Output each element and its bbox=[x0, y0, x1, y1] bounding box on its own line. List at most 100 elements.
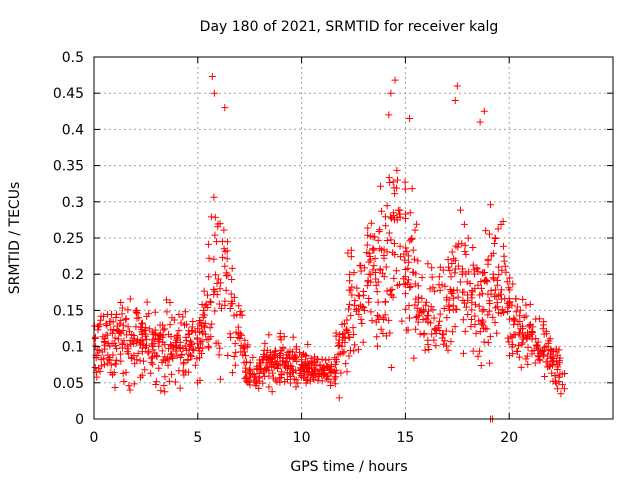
data-point bbox=[125, 382, 133, 390]
data-point bbox=[380, 252, 388, 260]
data-point bbox=[365, 249, 373, 257]
data-point bbox=[453, 305, 461, 313]
data-point bbox=[489, 313, 497, 321]
data-point bbox=[513, 347, 521, 355]
data-point bbox=[557, 390, 565, 398]
data-point bbox=[269, 374, 277, 382]
data-point bbox=[223, 255, 231, 263]
data-point bbox=[152, 381, 160, 389]
data-point bbox=[298, 356, 306, 364]
data-point bbox=[344, 328, 352, 336]
data-point bbox=[435, 281, 443, 289]
data-point bbox=[211, 231, 219, 239]
data-point bbox=[158, 347, 166, 355]
data-point bbox=[450, 255, 458, 263]
data-point bbox=[419, 315, 427, 323]
data-point bbox=[443, 296, 451, 304]
data-point bbox=[489, 274, 497, 282]
data-point bbox=[212, 339, 220, 347]
data-point bbox=[374, 236, 382, 244]
data-point bbox=[406, 237, 414, 245]
data-point bbox=[227, 290, 235, 298]
data-point bbox=[286, 379, 294, 387]
data-point bbox=[221, 297, 229, 305]
data-point bbox=[287, 372, 295, 380]
data-point bbox=[161, 341, 169, 349]
data-point bbox=[506, 315, 514, 323]
data-point bbox=[512, 295, 520, 303]
data-point bbox=[149, 360, 157, 368]
data-point bbox=[205, 254, 213, 262]
data-point bbox=[504, 334, 512, 342]
data-point bbox=[500, 257, 508, 265]
data-point bbox=[525, 322, 533, 330]
data-point bbox=[152, 378, 160, 386]
data-point bbox=[193, 355, 201, 363]
data-point bbox=[216, 285, 224, 293]
data-point bbox=[382, 263, 390, 271]
data-point bbox=[460, 220, 468, 228]
data-point bbox=[166, 299, 174, 307]
data-point bbox=[393, 176, 401, 184]
data-point bbox=[522, 301, 530, 309]
data-point bbox=[283, 369, 291, 377]
data-point bbox=[274, 365, 282, 373]
data-point bbox=[342, 360, 350, 368]
data-point bbox=[446, 306, 454, 314]
data-point bbox=[147, 369, 155, 377]
data-point bbox=[198, 337, 206, 345]
data-point bbox=[91, 364, 99, 372]
data-point bbox=[514, 342, 522, 350]
data-point bbox=[288, 348, 296, 356]
data-point bbox=[505, 301, 513, 309]
data-point bbox=[391, 250, 399, 258]
data-point bbox=[282, 364, 290, 372]
data-point bbox=[237, 307, 245, 315]
data-point bbox=[504, 308, 512, 316]
data-point bbox=[551, 378, 559, 386]
data-point bbox=[444, 346, 452, 354]
data-point bbox=[210, 255, 218, 263]
data-point bbox=[436, 286, 444, 294]
data-point bbox=[509, 280, 517, 288]
data-point bbox=[501, 262, 509, 270]
data-point bbox=[519, 295, 527, 303]
data-point bbox=[430, 336, 438, 344]
data-point bbox=[182, 337, 190, 345]
data-point bbox=[406, 115, 414, 123]
data-point bbox=[151, 326, 159, 334]
data-point bbox=[324, 372, 332, 380]
data-point bbox=[409, 246, 417, 254]
data-point bbox=[218, 304, 226, 312]
data-point bbox=[268, 388, 276, 396]
data-point bbox=[401, 290, 409, 298]
data-point bbox=[387, 236, 395, 244]
data-point bbox=[414, 318, 422, 326]
data-point bbox=[385, 174, 393, 182]
data-point bbox=[163, 354, 171, 362]
data-point bbox=[450, 294, 458, 302]
data-point bbox=[131, 360, 139, 368]
data-point bbox=[432, 342, 440, 350]
data-point bbox=[435, 273, 443, 281]
data-point bbox=[221, 262, 229, 270]
data-point bbox=[361, 264, 369, 272]
data-point bbox=[99, 333, 107, 341]
data-point bbox=[536, 357, 544, 365]
data-point bbox=[331, 354, 339, 362]
data-point bbox=[380, 273, 388, 281]
data-point bbox=[116, 320, 124, 328]
data-point bbox=[510, 331, 518, 339]
data-point bbox=[523, 352, 531, 360]
data-point bbox=[107, 361, 115, 369]
data-point bbox=[197, 340, 205, 348]
data-point bbox=[221, 104, 229, 112]
data-point bbox=[161, 373, 169, 381]
data-point bbox=[336, 350, 344, 358]
data-point bbox=[245, 378, 253, 386]
data-point bbox=[111, 360, 119, 368]
data-point bbox=[480, 107, 488, 115]
data-point bbox=[222, 286, 230, 294]
data-point bbox=[176, 384, 184, 392]
